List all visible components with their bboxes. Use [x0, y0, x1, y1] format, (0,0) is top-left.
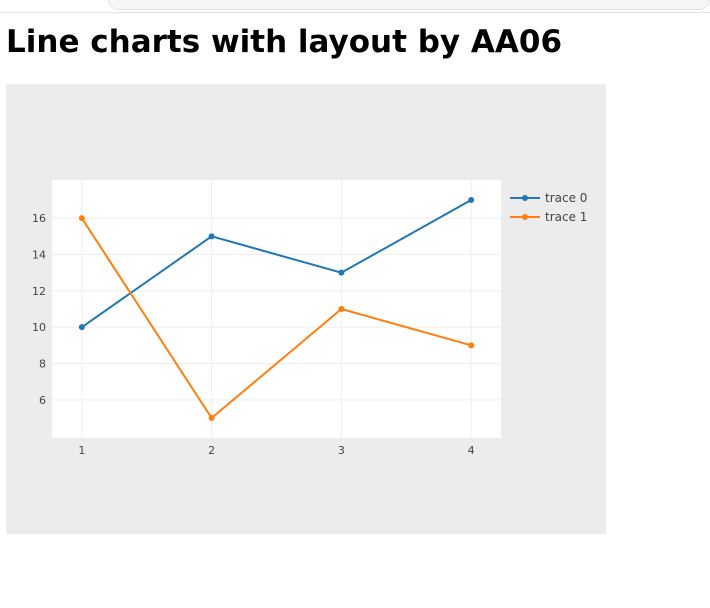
- data-point[interactable]: [468, 342, 475, 349]
- legend-label: trace 1: [545, 210, 587, 224]
- series-0[interactable]: [78, 196, 475, 331]
- y-tick-label: 16: [32, 212, 46, 225]
- browser-toolbar: [0, 0, 710, 13]
- series-group: [78, 196, 475, 422]
- data-point[interactable]: [468, 196, 475, 203]
- data-point[interactable]: [208, 233, 215, 240]
- page-title: Line charts with layout by AA06: [6, 24, 563, 60]
- x-tick-label: 4: [468, 444, 475, 457]
- data-point[interactable]: [78, 324, 85, 331]
- data-point[interactable]: [78, 215, 85, 222]
- series-line[interactable]: [81, 217, 472, 420]
- data-point[interactable]: [208, 415, 215, 422]
- x-axis-ticks: 1 2 3 4: [78, 444, 474, 457]
- y-tick-label: 14: [32, 248, 46, 261]
- y-axis-ticks: 6 8 10 12 14 16: [32, 212, 46, 407]
- y-tick-label: 10: [32, 321, 46, 334]
- data-point[interactable]: [338, 269, 345, 276]
- series-1[interactable]: [78, 215, 475, 422]
- legend-item[interactable]: trace 1: [510, 210, 587, 224]
- y-tick-label: 6: [39, 394, 46, 407]
- series-line[interactable]: [81, 199, 472, 328]
- legend-label: trace 0: [545, 191, 587, 205]
- legend-swatch-marker: [522, 214, 528, 220]
- address-bar[interactable]: [108, 0, 710, 10]
- legend-swatch-marker: [522, 195, 528, 201]
- y-tick-label: 8: [39, 358, 46, 371]
- legend-item[interactable]: trace 0: [510, 191, 587, 205]
- y-tick-label: 12: [32, 285, 46, 298]
- x-tick-label: 3: [338, 444, 345, 457]
- data-point[interactable]: [338, 306, 345, 312]
- x-tick-label: 1: [78, 444, 85, 457]
- plot-area: [52, 180, 501, 438]
- x-tick-label: 2: [208, 444, 215, 457]
- legend[interactable]: trace 0 trace 1: [510, 191, 587, 224]
